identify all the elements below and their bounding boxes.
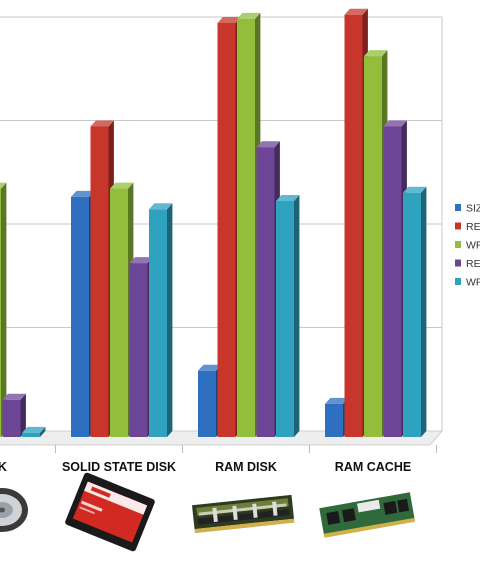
bar	[0, 182, 7, 437]
bar-front	[71, 196, 89, 437]
bar-front	[237, 18, 255, 438]
bar-front	[383, 126, 402, 437]
bar-side	[20, 393, 26, 437]
bar	[22, 426, 46, 437]
category-labels: DISK SOLID STATE DISK RAM DISK RAM CACHE	[0, 460, 411, 474]
category-label: RAM CACHE	[335, 460, 411, 474]
legend-item: WR	[455, 277, 480, 289]
ram-module-image	[319, 492, 416, 538]
legend-item: RE	[455, 258, 480, 270]
category-label: DISK	[0, 460, 7, 474]
bar-top	[129, 257, 153, 264]
bar-top	[149, 203, 173, 210]
bar-top	[383, 120, 407, 127]
bar-top	[0, 182, 7, 189]
bar-front	[198, 370, 216, 437]
legend-swatch	[455, 278, 461, 285]
bar-front	[256, 147, 275, 437]
bar-front	[149, 209, 167, 437]
bar-front	[344, 14, 363, 437]
bar-top	[276, 195, 300, 202]
bar	[276, 195, 300, 437]
legend-label: WR	[466, 240, 480, 252]
bar-top	[403, 186, 427, 193]
bar-top	[344, 8, 368, 15]
hard-disk-drive-image	[0, 488, 28, 532]
bar-side	[421, 186, 427, 437]
ram-module-heatsink-image	[192, 494, 295, 534]
category-label: SOLID STATE DISK	[62, 460, 176, 474]
legend-swatch	[455, 204, 461, 211]
bar-top	[364, 50, 388, 57]
category-label: RAM DISK	[215, 460, 277, 474]
bar-front	[276, 201, 294, 437]
bar-top	[198, 364, 222, 371]
legend-swatch	[455, 222, 461, 230]
bar-front	[129, 263, 148, 437]
bar-front	[110, 188, 128, 437]
legend-label: RE	[466, 258, 480, 270]
bar-top	[2, 393, 26, 400]
bar-top	[90, 120, 114, 127]
bar-top	[217, 17, 241, 23]
legend-swatch	[455, 259, 461, 267]
bar-front	[0, 188, 1, 437]
legend-item: SIZ	[455, 203, 480, 215]
legend-swatch	[455, 241, 461, 248]
bar-top	[22, 426, 46, 433]
bar-top	[325, 397, 349, 404]
legend-label: SIZ	[466, 203, 480, 215]
bar-side	[294, 195, 300, 437]
bar-front	[2, 399, 21, 437]
legend-label: RE	[466, 221, 480, 233]
bar-top	[256, 141, 280, 148]
bar-side	[1, 182, 7, 437]
bars	[0, 8, 427, 438]
legend-item: WR	[455, 240, 480, 252]
bar	[403, 186, 427, 437]
bar	[149, 203, 173, 437]
bar-front	[90, 126, 109, 437]
legend: SIZ RE WR RE WR	[455, 203, 480, 289]
bar-top	[237, 12, 261, 19]
bar-front	[217, 23, 236, 437]
legend-label: WR	[466, 277, 480, 289]
bar-top	[110, 182, 134, 189]
bar-front	[364, 56, 382, 438]
bar-front	[403, 192, 421, 437]
solid-state-drive-image	[65, 472, 155, 552]
bar	[2, 393, 26, 437]
legend-item: RE	[455, 221, 480, 233]
bar-top	[71, 190, 95, 197]
bar-side	[40, 426, 46, 437]
bar-side	[167, 203, 173, 437]
bar-front	[22, 432, 40, 437]
bar-front	[325, 403, 343, 437]
